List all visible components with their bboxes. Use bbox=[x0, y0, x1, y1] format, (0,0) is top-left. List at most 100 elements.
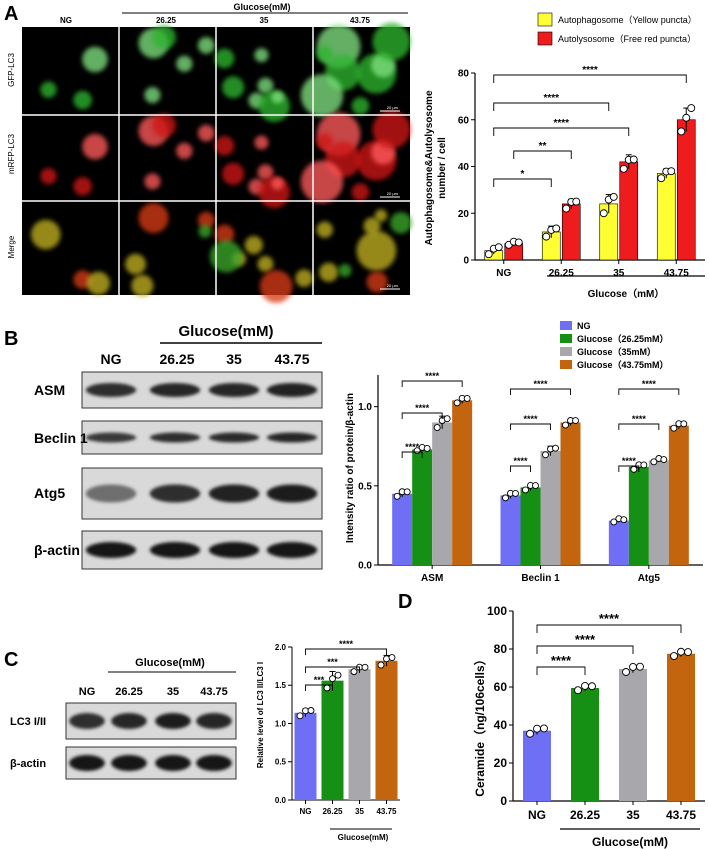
y-axis-label: Ceramide（ng/106cells） bbox=[472, 653, 487, 796]
data-point bbox=[502, 494, 509, 502]
blot-row-label: β-actin bbox=[10, 758, 46, 770]
data-point bbox=[670, 652, 678, 660]
bar bbox=[619, 668, 647, 801]
bar bbox=[668, 425, 689, 565]
y-tick-label: 80 bbox=[458, 69, 470, 80]
significance-label: **** bbox=[632, 414, 647, 424]
data-point bbox=[512, 489, 519, 497]
microscopy-col-label: 26.25 bbox=[156, 16, 177, 25]
data-point bbox=[552, 444, 559, 452]
x-tick-label: Beclin 1 bbox=[521, 573, 560, 584]
blot-row-label: ASM bbox=[34, 382, 65, 398]
y-tick-label: 1.0 bbox=[275, 719, 287, 728]
cell bbox=[197, 36, 215, 54]
blot-band bbox=[266, 383, 318, 397]
significance-bracket bbox=[513, 150, 572, 159]
cell bbox=[257, 77, 274, 94]
bar bbox=[540, 451, 561, 565]
bar bbox=[628, 466, 649, 565]
chart-b: NG Glucose（26.25mM） Glucose（35mM） Glucos… bbox=[345, 321, 703, 584]
bar bbox=[648, 460, 669, 565]
cell bbox=[152, 25, 177, 50]
cell bbox=[73, 90, 92, 110]
significance-bracket bbox=[618, 465, 640, 472]
data-point bbox=[622, 668, 630, 676]
x-tick-label: NG bbox=[496, 268, 511, 279]
bar bbox=[348, 669, 371, 800]
legend-swatch-ng bbox=[560, 321, 572, 330]
y-tick-label: 20 bbox=[458, 209, 470, 220]
panel-label-b: B bbox=[4, 328, 18, 350]
data-point bbox=[540, 724, 548, 733]
x-tick-label: 35 bbox=[613, 268, 625, 279]
x-tick-label: 26.25 bbox=[322, 807, 343, 816]
data-point bbox=[403, 488, 411, 496]
cell bbox=[30, 219, 61, 250]
significance-label: *** bbox=[327, 657, 338, 667]
significance-label: *** bbox=[314, 675, 325, 685]
chart-b-plot: 0.0 0.5 1.0 ASM Beclin 1 Atg5 **** **** **** ****… bbox=[358, 371, 703, 584]
blot-band bbox=[69, 755, 105, 771]
data-point bbox=[453, 399, 461, 407]
data-point bbox=[552, 224, 561, 233]
significance-bracket bbox=[510, 388, 571, 395]
significance-bracket bbox=[618, 423, 660, 430]
blot-band bbox=[196, 713, 232, 729]
blot-band bbox=[208, 484, 260, 503]
significance-label: **** bbox=[582, 65, 598, 76]
cell bbox=[176, 142, 193, 160]
y-tick-label: 60 bbox=[458, 115, 470, 126]
legend-label: Glucose（26.25mM） bbox=[577, 334, 669, 344]
significance-bracket bbox=[305, 684, 333, 691]
blot-band bbox=[85, 484, 137, 503]
cell bbox=[198, 224, 212, 238]
bar bbox=[571, 687, 599, 801]
bar bbox=[412, 449, 433, 565]
cell bbox=[372, 22, 411, 61]
data-point bbox=[542, 232, 551, 241]
cell bbox=[372, 110, 411, 149]
bar bbox=[520, 487, 541, 565]
data-point bbox=[533, 724, 541, 733]
microscopy-grid: Glucose(mM) NG 26.25 35 43.75 GFP-LC3 mR… bbox=[7, 2, 412, 303]
data-point bbox=[574, 686, 582, 695]
bar bbox=[294, 712, 317, 800]
cell bbox=[86, 271, 110, 296]
data-point bbox=[494, 243, 503, 252]
cell bbox=[222, 76, 245, 99]
significance-label: **** bbox=[533, 379, 548, 389]
cell bbox=[82, 46, 108, 73]
cell bbox=[144, 173, 161, 190]
data-point bbox=[388, 654, 396, 662]
bar bbox=[560, 422, 581, 565]
bar bbox=[500, 495, 521, 565]
data-point bbox=[687, 104, 696, 113]
y-tick-label: 1.0 bbox=[358, 402, 372, 413]
significance-bracket bbox=[618, 388, 680, 395]
y-axis-label: Autophagosome&Autolysosome bbox=[424, 90, 435, 245]
data-point bbox=[682, 113, 691, 122]
bar bbox=[676, 119, 696, 261]
legend-label: NG bbox=[577, 321, 591, 331]
cell bbox=[214, 135, 235, 156]
blot-group-label: Glucose(mM) bbox=[135, 657, 205, 669]
significance-bracket bbox=[536, 624, 682, 633]
significance-label: **** bbox=[553, 118, 569, 129]
scale-bar-label: 20 μm bbox=[387, 105, 399, 110]
bar bbox=[608, 520, 629, 565]
significance-label: ** bbox=[539, 141, 547, 152]
y-tick-label: 0.0 bbox=[358, 561, 372, 572]
data-point bbox=[393, 492, 401, 500]
cell bbox=[214, 48, 235, 69]
data-point bbox=[630, 465, 638, 473]
lane-label: 43.75 bbox=[274, 351, 309, 367]
cell bbox=[363, 217, 381, 235]
scale-bar-label: 20 μm bbox=[387, 191, 399, 196]
legend-swatch-yellow bbox=[537, 12, 553, 27]
bar bbox=[523, 730, 551, 801]
significance-label: **** bbox=[513, 456, 528, 466]
significance-bracket bbox=[510, 465, 531, 472]
significance-label: **** bbox=[339, 639, 354, 649]
data-point bbox=[361, 663, 369, 671]
